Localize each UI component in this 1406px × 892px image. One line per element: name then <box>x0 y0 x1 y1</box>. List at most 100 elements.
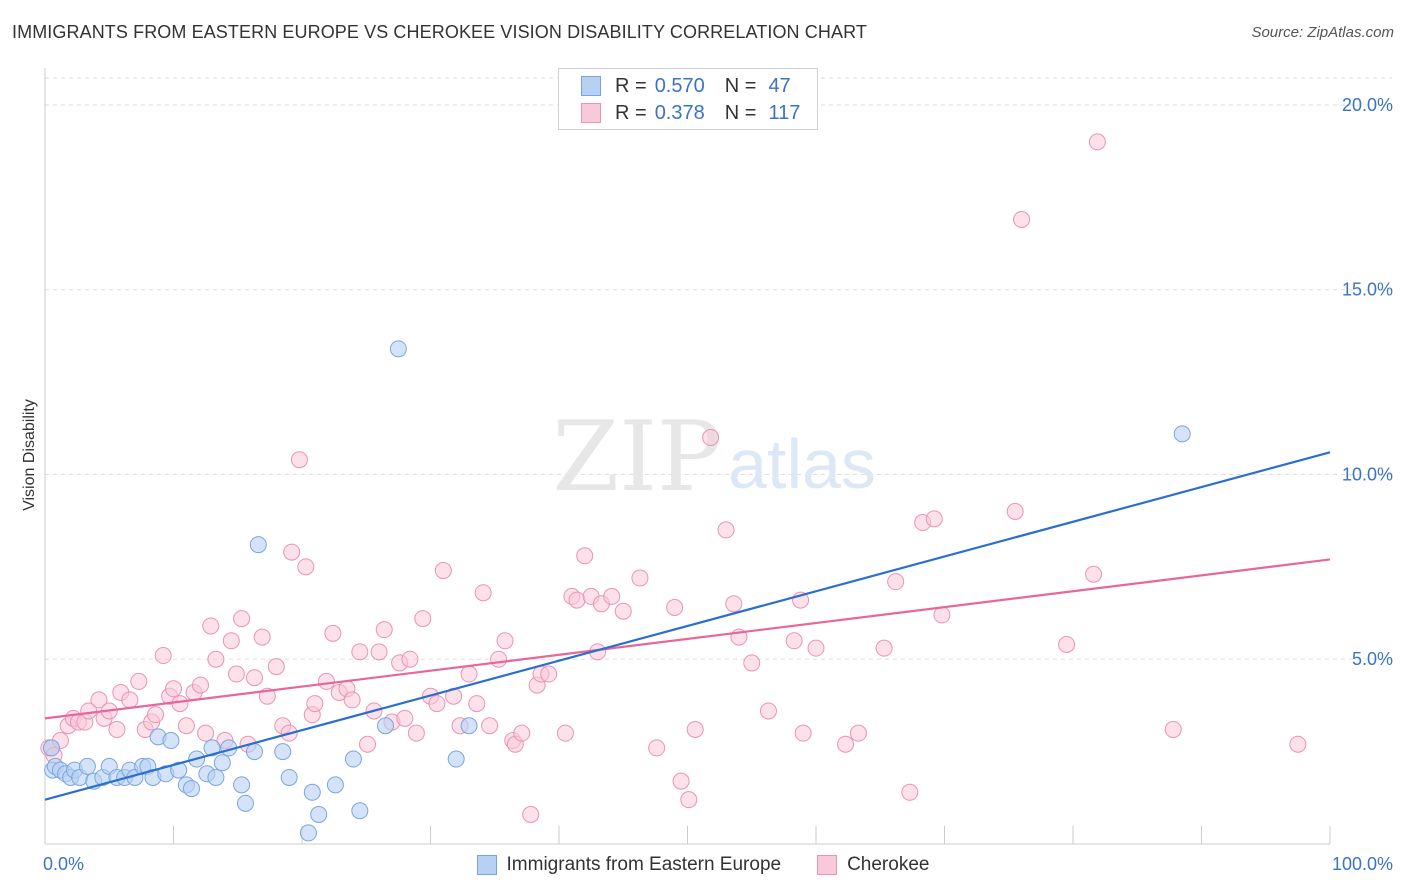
data-point-cherokee[interactable] <box>121 691 139 709</box>
data-point-cherokee[interactable] <box>253 628 271 646</box>
data-point-eastern-europe[interactable] <box>203 739 221 757</box>
data-point-eastern-europe[interactable] <box>162 732 180 750</box>
data-point-cherokee[interactable] <box>672 772 690 790</box>
data-point-cherokee[interactable] <box>576 547 594 565</box>
data-point-cherokee[interactable] <box>165 680 182 698</box>
data-point-eastern-europe[interactable] <box>236 794 254 812</box>
data-point-cherokee[interactable] <box>603 587 621 605</box>
data-point-cherokee[interactable] <box>1164 720 1182 738</box>
data-point-cherokee[interactable] <box>245 669 263 687</box>
data-point-cherokee[interactable] <box>233 610 251 628</box>
data-point-cherokee[interactable] <box>324 624 342 642</box>
data-point-cherokee[interactable] <box>468 695 486 713</box>
data-point-cherokee[interactable] <box>401 650 419 668</box>
data-point-cherokee[interactable] <box>933 606 951 624</box>
data-point-cherokee[interactable] <box>108 720 126 738</box>
data-point-cherokee[interactable] <box>428 695 446 713</box>
data-point-eastern-europe[interactable] <box>377 717 395 735</box>
data-point-cherokee[interactable] <box>1289 735 1307 753</box>
data-point-cherokee[interactable] <box>283 543 301 561</box>
data-point-cherokee[interactable] <box>434 562 452 580</box>
data-point-cherokee[interactable] <box>1013 211 1031 229</box>
data-point-cherokee[interactable] <box>375 621 393 639</box>
data-point-eastern-europe[interactable] <box>233 776 251 794</box>
data-point-cherokee[interactable] <box>496 632 514 650</box>
data-point-eastern-europe[interactable] <box>344 750 362 768</box>
data-point-eastern-europe[interactable] <box>299 824 317 842</box>
data-point-cherokee[interactable] <box>925 510 943 528</box>
data-point-eastern-europe[interactable] <box>249 536 267 554</box>
data-point-cherokee[interactable] <box>474 584 492 602</box>
data-point-cherokee[interactable] <box>1058 635 1076 653</box>
data-point-cherokee[interactable] <box>759 702 777 720</box>
data-point-cherokee[interactable] <box>130 672 148 690</box>
data-point-eastern-europe[interactable] <box>170 761 188 779</box>
data-point-cherokee[interactable] <box>154 647 172 665</box>
data-point-cherokee[interactable] <box>197 724 215 742</box>
data-point-cherokee[interactable] <box>794 724 812 742</box>
data-point-cherokee[interactable] <box>460 665 478 683</box>
data-point-cherokee[interactable] <box>743 654 761 672</box>
data-point-cherokee[interactable] <box>490 650 508 668</box>
data-point-cherokee[interactable] <box>725 595 743 613</box>
data-point-eastern-europe[interactable] <box>207 768 225 786</box>
data-point-cherokee[interactable] <box>177 717 195 735</box>
data-point-cherokee[interactable] <box>171 695 189 713</box>
data-point-cherokee[interactable] <box>837 735 855 753</box>
data-point-cherokee[interactable] <box>481 717 499 735</box>
data-point-cherokee[interactable] <box>1088 133 1106 151</box>
data-point-cherokee[interactable] <box>614 602 632 620</box>
data-point-eastern-europe[interactable] <box>310 805 328 823</box>
data-point-cherokee[interactable] <box>556 724 574 742</box>
data-point-eastern-europe[interactable] <box>447 750 465 768</box>
data-point-cherokee[interactable] <box>901 783 919 801</box>
data-point-cherokee[interactable] <box>513 724 531 742</box>
data-point-cherokee[interactable] <box>317 672 335 690</box>
data-point-eastern-europe[interactable] <box>389 340 407 358</box>
data-point-cherokee[interactable] <box>568 591 586 609</box>
data-point-cherokee[interactable] <box>686 720 704 738</box>
data-point-eastern-europe[interactable] <box>78 757 96 775</box>
data-point-cherokee[interactable] <box>875 639 893 657</box>
data-point-cherokee[interactable] <box>191 676 209 694</box>
data-point-cherokee[interactable] <box>414 610 432 628</box>
data-point-cherokee[interactable] <box>222 632 240 650</box>
data-point-cherokee[interactable] <box>522 805 540 823</box>
data-point-eastern-europe[interactable] <box>1173 425 1191 443</box>
data-point-cherokee[interactable] <box>359 735 377 753</box>
data-point-cherokee[interactable] <box>849 724 867 742</box>
data-point-eastern-europe[interactable] <box>351 802 369 820</box>
data-point-cherokee[interactable] <box>306 695 324 713</box>
data-point-cherokee[interactable] <box>396 709 414 727</box>
data-point-eastern-europe[interactable] <box>326 776 344 794</box>
data-point-cherokee[interactable] <box>1006 502 1024 520</box>
data-point-cherokee[interactable] <box>351 643 369 661</box>
data-point-cherokee[interactable] <box>90 691 108 709</box>
data-point-cherokee[interactable] <box>807 639 825 657</box>
data-point-cherokee[interactable] <box>227 665 245 683</box>
data-point-cherokee[interactable] <box>1085 565 1103 583</box>
data-point-cherokee[interactable] <box>702 429 720 447</box>
data-point-cherokee[interactable] <box>202 617 220 635</box>
data-point-cherokee[interactable] <box>648 739 666 757</box>
data-point-cherokee[interactable] <box>207 650 225 668</box>
data-point-eastern-europe[interactable] <box>274 743 292 761</box>
data-point-eastern-europe[interactable] <box>182 780 200 798</box>
data-point-cherokee[interactable] <box>267 658 285 676</box>
data-point-cherokee[interactable] <box>785 632 803 650</box>
data-point-cherokee[interactable] <box>297 558 315 576</box>
data-point-eastern-europe[interactable] <box>280 768 298 786</box>
data-point-cherokee[interactable] <box>290 451 308 469</box>
data-point-eastern-europe[interactable] <box>42 739 60 757</box>
data-point-cherokee[interactable] <box>370 643 388 661</box>
data-point-eastern-europe[interactable] <box>245 743 263 761</box>
data-point-cherokee[interactable] <box>717 521 735 539</box>
data-point-eastern-europe[interactable] <box>213 754 231 772</box>
data-point-cherokee[interactable] <box>343 691 361 709</box>
data-point-eastern-europe[interactable] <box>460 717 478 735</box>
data-point-cherokee[interactable] <box>540 665 558 683</box>
data-point-cherokee[interactable] <box>147 706 165 724</box>
data-point-eastern-europe[interactable] <box>303 783 321 801</box>
data-point-cherokee[interactable] <box>887 573 905 591</box>
data-point-cherokee[interactable] <box>666 599 684 617</box>
